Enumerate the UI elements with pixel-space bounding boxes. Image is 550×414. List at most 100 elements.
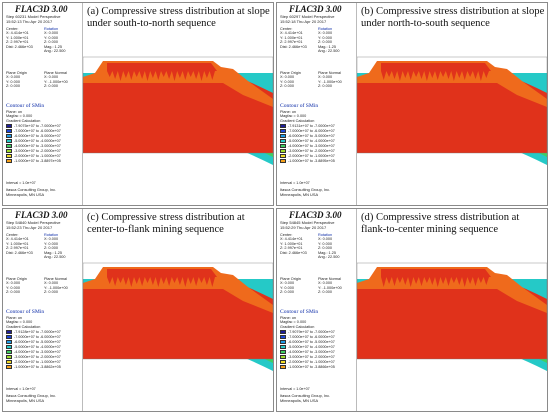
plane-on: Plane: on bbox=[6, 316, 23, 320]
info-line: Y: -1.000e+00 bbox=[318, 79, 342, 84]
info-sidebar: FLAC3D 3.00 Step 54840 Model Perspective… bbox=[3, 209, 83, 411]
legend-label: -7.9131e+07 to -7.0000e+07 bbox=[288, 123, 335, 128]
software-title: FLAC3D 3.00 bbox=[289, 210, 342, 220]
legend-label: -7.0000e+07 to -6.0000e+07 bbox=[14, 334, 61, 339]
info-line: Z: 2.997e+01 bbox=[280, 246, 303, 251]
view-center-block: Center: X: 4.414e+01 Y: 1.000e+01 Z: 2.997e… bbox=[6, 233, 66, 259]
pillar-mark bbox=[144, 277, 151, 283]
info-sidebar: FLAC3D 3.00 Step 60231 Model Perspective… bbox=[3, 3, 83, 205]
legend-swatch bbox=[280, 335, 286, 340]
info-line: Mag.: 1.25 bbox=[318, 44, 336, 49]
plane-origin-lines: X: 0.000 Y: 0.000 Z: 0.000 bbox=[280, 281, 301, 294]
info-sidebar: FLAC3D 3.00 Step 60297 Model Perspective… bbox=[277, 3, 357, 205]
legend-swatch bbox=[280, 144, 286, 149]
info-line: Z: 0.000 bbox=[318, 246, 332, 251]
info-line: Z: 0.000 bbox=[280, 84, 294, 89]
pillar-mark bbox=[381, 277, 387, 287]
legend-swatch bbox=[280, 330, 286, 335]
magfac: Magfac = 0.000 bbox=[6, 320, 33, 325]
info-line: Y: 1.000e+01 bbox=[280, 241, 303, 246]
step-line: Step 60297 Model Perspective bbox=[280, 14, 335, 19]
legend-label: -7.0000e+07 to -6.0000e+07 bbox=[14, 128, 61, 133]
plane-block: Plane Origin X: 0.000 Y: 0.000 Z: 0.000 Pl… bbox=[280, 71, 342, 89]
info-line: Y: 0.000 bbox=[318, 241, 332, 246]
legend-label: -4.0000e+07 to -3.0000e+07 bbox=[288, 143, 335, 148]
contour-svg bbox=[357, 262, 547, 371]
pillar-mark bbox=[150, 277, 156, 285]
info-line: Y: 0.000 bbox=[318, 35, 332, 40]
legend-swatch bbox=[6, 129, 12, 134]
center-lines: Center: X: 4.414e+01 Y: 1.000e+01 Z: 2.997e… bbox=[6, 27, 33, 49]
time-line: 15:52:23 Thu Apr 20 2017 bbox=[6, 224, 53, 230]
panel-caption: (a) Compressive stress distribution at s… bbox=[87, 6, 270, 29]
legend-interval: Interval = 1.0e+07 bbox=[6, 181, 36, 185]
panel-caption: (d) Compressive stress distribution at f… bbox=[361, 212, 520, 235]
info-line: Dist: 2.466e+03 bbox=[6, 250, 33, 255]
pillar-mark bbox=[161, 71, 167, 77]
step-stamp: Step 54845 Model Perspective 15:52:29 Th… bbox=[280, 220, 334, 230]
legend-swatch bbox=[6, 350, 12, 355]
pillar-mark bbox=[134, 71, 140, 77]
stress-contour-plot bbox=[357, 209, 547, 411]
plane-normal-lines: X: 0.000 Y: -1.000e+00 Z: 0.000 bbox=[44, 75, 68, 88]
legend-swatch bbox=[280, 365, 286, 370]
legend-label: -3.0000e+07 to -2.0000e+07 bbox=[288, 354, 335, 359]
legend-swatch bbox=[280, 124, 286, 129]
legend-swatch bbox=[6, 345, 12, 350]
footer: Itasca Consulting Group, Inc. Minneapoli… bbox=[280, 393, 331, 403]
step-stamp: Step 54840 Model Perspective 15:52:23 Th… bbox=[6, 220, 60, 230]
slope-core bbox=[381, 63, 491, 71]
stress-band bbox=[83, 75, 273, 153]
pillar-mark bbox=[451, 71, 457, 81]
stress-contour-plot bbox=[83, 209, 273, 411]
legend-label: -3.0000e+07 to -2.0000e+07 bbox=[14, 148, 61, 153]
pillar-mark bbox=[204, 277, 210, 285]
pillar-mark bbox=[198, 71, 205, 81]
contour-title: Contour of SMin bbox=[280, 103, 319, 109]
panel-d: FLAC3D 3.00 Step 54845 Model Perspective… bbox=[276, 208, 548, 412]
plane-block: Plane Origin X: 0.000 Y: 0.000 Z: 0.000 Pl… bbox=[6, 277, 68, 295]
contour-svg bbox=[357, 56, 547, 165]
legend-label: -5.0000e+07 to -4.0000e+07 bbox=[288, 138, 335, 143]
info-line: X: 0.000 bbox=[318, 281, 333, 286]
slope-core bbox=[107, 63, 217, 71]
pillar-mark bbox=[462, 71, 468, 80]
plane-normal-lines: X: 0.000 Y: -1.000e+00 Z: 0.000 bbox=[318, 75, 342, 88]
pillar-mark bbox=[445, 277, 452, 286]
pillar-mark bbox=[456, 71, 462, 78]
contour-meta: Plane: on Magfac = 0.000 Gradient Calcul… bbox=[6, 316, 40, 329]
view-center-block: Center: X: 4.414e+01 Y: 1.000e+01 Z: 2.997e… bbox=[280, 27, 340, 53]
plane-origin-title: Plane Origin bbox=[6, 71, 27, 75]
legend-label: -5.0000e+07 to -4.0000e+07 bbox=[288, 344, 335, 349]
legend-swatch bbox=[280, 139, 286, 144]
stress-band bbox=[357, 75, 547, 153]
legend-swatch bbox=[6, 134, 12, 139]
pillar-mark bbox=[177, 71, 183, 78]
info-line: Y: 0.000 bbox=[280, 79, 294, 84]
pillar-mark bbox=[472, 71, 479, 79]
footer: Itasca Consulting Group, Inc. Minneapoli… bbox=[6, 393, 56, 403]
info-line: Y: 0.000 bbox=[44, 35, 58, 40]
legend-swatch bbox=[280, 159, 286, 164]
plane-on: Plane: on bbox=[280, 316, 297, 320]
info-line: Y: -1.000e+00 bbox=[44, 285, 68, 290]
pillar-mark bbox=[161, 277, 167, 284]
legend-swatch bbox=[6, 124, 12, 129]
pillar-mark bbox=[445, 71, 452, 79]
info-line: X: 0.000 bbox=[44, 31, 59, 36]
info-line: Center: bbox=[6, 27, 19, 31]
plane-normal-title: Plane Normal bbox=[44, 71, 68, 75]
rotation-title: Rotation bbox=[44, 27, 59, 31]
pillar-mark bbox=[117, 277, 124, 283]
rotation-lines: X: 0.000 Y: 0.000 Z: 0.000 Mag.: 1.25 Ang.: … bbox=[44, 237, 66, 259]
legend-label: -7.0000e+07 to -6.0000e+07 bbox=[288, 128, 335, 133]
pillar-mark bbox=[123, 71, 129, 78]
magfac: Magfac = 0.000 bbox=[280, 114, 307, 119]
gradient-calc: Gradient Calculation bbox=[6, 324, 41, 329]
plane-block: Plane Origin X: 0.000 Y: 0.000 Z: 0.000 Pl… bbox=[6, 71, 68, 89]
contour-meta: Plane: on Magfac = 0.000 Gradient Calcul… bbox=[280, 316, 314, 329]
legend-label: -1.0000e+07 to -3.8866e+05 bbox=[288, 364, 335, 369]
info-line: X: 0.000 bbox=[44, 281, 59, 286]
legend-label: -1.0000e+07 to -3.8862e+05 bbox=[14, 364, 61, 369]
company-name: Itasca Consulting Group, Inc. bbox=[280, 393, 331, 398]
